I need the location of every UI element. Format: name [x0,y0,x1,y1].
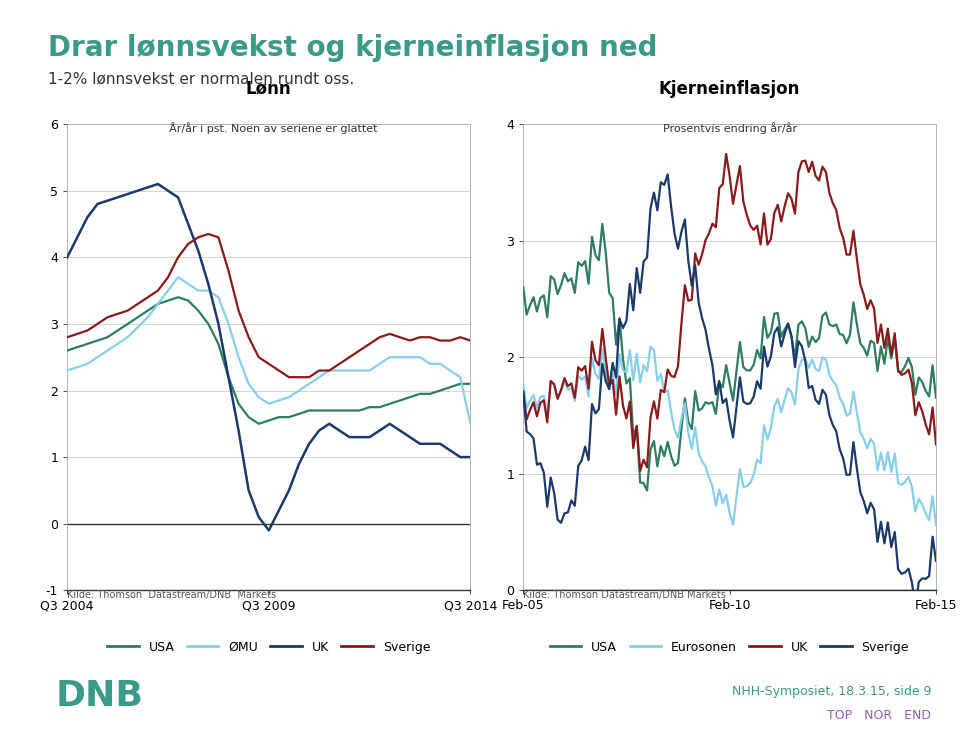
Text: TOP   NOR   END: TOP NOR END [828,709,931,722]
Text: DNB: DNB [56,678,144,713]
Text: Kilde: Thomson Datastream/DNB Markets: Kilde: Thomson Datastream/DNB Markets [523,590,726,600]
Legend: USA, Eurosonen, UK, Sverige: USA, Eurosonen, UK, Sverige [545,635,914,659]
Title: Lønn: Lønn [246,80,292,98]
Title: Kjerneinflasjon: Kjerneinflasjon [659,80,801,98]
Text: Prosentvis endring år/år: Prosentvis endring år/år [662,122,797,134]
Text: NHH-Symposiet, 18.3.15, side 9: NHH-Symposiet, 18.3.15, side 9 [732,685,931,698]
Text: Kilde: Thomson  Datastream/DNB  Markets: Kilde: Thomson Datastream/DNB Markets [67,590,276,600]
Legend: USA, ØMU, UK, Sverige: USA, ØMU, UK, Sverige [103,635,435,659]
Text: 1-2% lønnsvekst er normalen rundt oss.: 1-2% lønnsvekst er normalen rundt oss. [48,71,354,86]
Text: År/år i pst. Noen av seriene er glattet: År/år i pst. Noen av seriene er glattet [169,122,378,134]
Text: Drar lønnsvekst og kjerneinflasjon ned: Drar lønnsvekst og kjerneinflasjon ned [48,34,658,62]
